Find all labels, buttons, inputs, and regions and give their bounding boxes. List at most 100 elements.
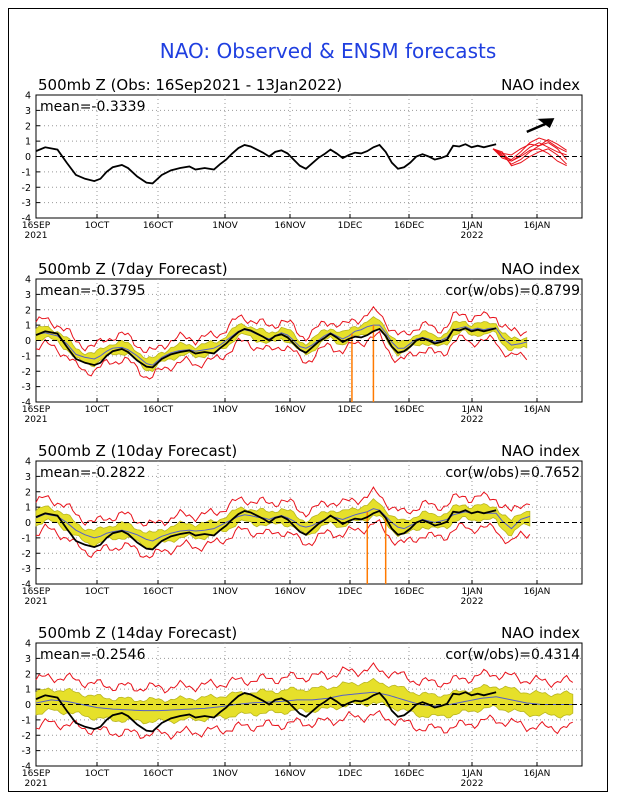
y-tick-label: -1 (22, 167, 31, 178)
x-tick-year-label: 2021 (25, 231, 48, 241)
panel-0: 500mb Z (Obs: 16Sep2021 - 13Jan2022) NAO … (22, 76, 583, 241)
x-tick-label: 16DEC (394, 405, 424, 415)
y-tick-label: -1 (22, 351, 31, 362)
y-tick-label: -3 (22, 564, 31, 575)
x-tick-label: 16NOV (274, 221, 306, 231)
ensemble-mean-line (35, 324, 527, 366)
ensemble-mean-line (35, 691, 573, 712)
x-tick-label: 16NOV (274, 769, 306, 779)
x-tick-label: 16SEP (22, 221, 51, 231)
ensemble-member-line (492, 139, 567, 156)
x-tick-label: 1OCT (85, 769, 110, 779)
panel-3: 500mb Z (14day Forecast) NAO index mean=-0… (22, 624, 583, 789)
y-tick-label: 3 (25, 290, 31, 301)
panel-2: 500mb Z (10day Forecast) NAO index mean=-0… (22, 442, 583, 607)
y-tick-label: -2 (22, 367, 31, 378)
correlation-label: cor(w/obs)=0.4314 (445, 647, 580, 663)
observed-line (35, 691, 497, 733)
x-tick-label: 16OCT (143, 221, 174, 231)
spread-lower-line (35, 519, 531, 559)
x-tick-label: 16OCT (143, 405, 174, 415)
x-tick-label: 1JAN (461, 405, 482, 415)
mean-label: mean=-0.2822 (40, 465, 145, 481)
x-tick-label: 1JAN (461, 769, 482, 779)
y-tick-label: -2 (22, 549, 31, 560)
x-tick-label: 16JAN (524, 221, 551, 231)
spread-band (35, 498, 531, 550)
correlation-label: cor(w/obs)=0.8799 (445, 283, 580, 299)
x-tick-label: 16DEC (394, 769, 424, 779)
y-tick-label: 2 (25, 121, 31, 132)
mean-label: mean=-0.3339 (40, 99, 145, 115)
x-tick-year-label: 2022 (461, 779, 484, 789)
observed-line (35, 143, 497, 185)
x-tick-label: 1OCT (85, 405, 110, 415)
y-tick-label: 4 (25, 275, 31, 286)
y-tick-label: 2 (25, 487, 31, 498)
y-tick-label: 0 (25, 152, 31, 163)
x-tick-label: 16DEC (394, 221, 424, 231)
upward-arrow-head-icon (537, 118, 555, 129)
figure-frame (8, 8, 608, 792)
y-tick-label: -3 (22, 746, 31, 757)
y-tick-label: 0 (25, 518, 31, 529)
x-tick-label: 16JAN (524, 587, 551, 597)
x-tick-label: 1OCT (85, 587, 110, 597)
x-tick-label: 1OCT (85, 221, 110, 231)
spread-lower-line (35, 330, 528, 380)
y-tick-label: 1 (25, 503, 31, 514)
x-tick-label: 1NOV (212, 587, 238, 597)
figure-title: NAO: Observed & ENSM forecasts (160, 39, 497, 63)
x-tick-year-label: 2021 (25, 597, 48, 607)
y-tick-label: 3 (25, 106, 31, 117)
x-tick-label: 16NOV (274, 405, 306, 415)
x-tick-label: 1NOV (212, 769, 238, 779)
observed-line (35, 509, 497, 551)
x-tick-year-label: 2022 (461, 231, 484, 241)
panel-title: 500mb Z (7day Forecast) (38, 260, 228, 278)
y-tick-label: -4 (22, 398, 31, 409)
x-tick-label: 1DEC (338, 405, 363, 415)
y-tick-label: -4 (22, 762, 31, 773)
x-tick-label: 16SEP (22, 769, 51, 779)
spread-lower-line (35, 709, 573, 740)
x-tick-label: 1JAN (461, 587, 482, 597)
y-tick-label: 4 (25, 91, 31, 102)
x-tick-label: 1DEC (338, 769, 363, 779)
spread-band (35, 316, 528, 373)
panels: 500mb Z (Obs: 16Sep2021 - 13Jan2022) NAO … (22, 76, 583, 789)
x-tick-label: 16SEP (22, 587, 51, 597)
y-tick-label: -4 (22, 214, 31, 225)
x-tick-label: 1DEC (338, 221, 363, 231)
panel-index-label: NAO index (501, 442, 580, 460)
panel-title: 500mb Z (10day Forecast) (38, 442, 237, 460)
panel-index-label: NAO index (501, 76, 580, 94)
panel-1: 500mb Z (7day Forecast) NAO index mean=-0.… (22, 260, 583, 425)
ensemble-member-line (492, 148, 568, 167)
panel-title: 500mb Z (14day Forecast) (38, 624, 237, 642)
y-tick-label: -1 (22, 533, 31, 544)
mean-label: mean=-0.2546 (40, 647, 146, 663)
x-tick-label: 16OCT (143, 769, 174, 779)
y-tick-label: 4 (25, 457, 31, 468)
y-tick-label: -2 (22, 731, 31, 742)
x-tick-year-label: 2022 (461, 597, 484, 607)
correlation-label: cor(w/obs)=0.7652 (445, 465, 580, 481)
x-tick-label: 16DEC (394, 587, 424, 597)
y-tick-label: 2 (25, 305, 31, 316)
y-tick-label: -1 (22, 715, 31, 726)
y-tick-label: 1 (25, 685, 31, 696)
x-tick-label: 16NOV (274, 587, 306, 597)
y-tick-label: 1 (25, 321, 31, 332)
y-tick-label: -3 (22, 382, 31, 393)
x-tick-label: 16SEP (22, 405, 51, 415)
x-tick-label: 1JAN (461, 221, 482, 231)
y-tick-label: 0 (25, 700, 31, 711)
panel-title: 500mb Z (Obs: 16Sep2021 - 13Jan2022) (38, 76, 342, 94)
x-tick-label: 16JAN (524, 405, 551, 415)
x-tick-label: 16OCT (143, 587, 174, 597)
ensemble-member-line (492, 137, 567, 161)
x-tick-label: 16JAN (524, 769, 551, 779)
y-tick-label: 1 (25, 137, 31, 148)
